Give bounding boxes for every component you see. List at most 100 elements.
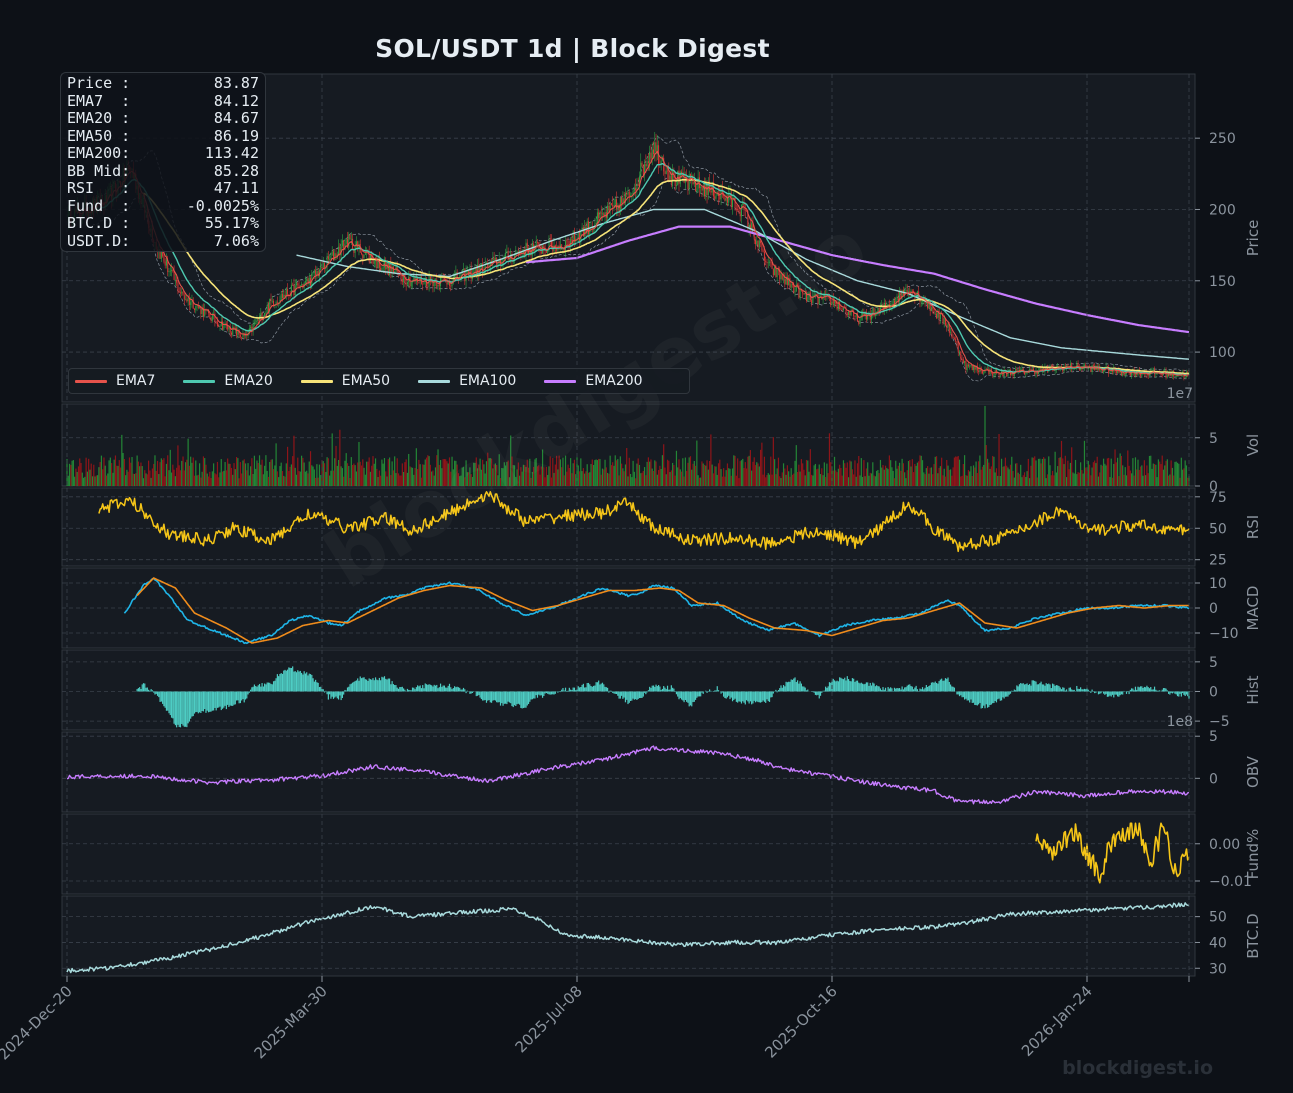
candle-body: [202, 308, 204, 317]
volume-bar: [512, 465, 514, 486]
candle-body: [827, 295, 829, 297]
histogram-bar: [289, 667, 291, 692]
volume-bar: [1182, 469, 1184, 486]
volume-bar: [399, 475, 401, 486]
candle-body: [653, 149, 654, 155]
volume-bar: [887, 469, 889, 486]
candle-body: [674, 177, 676, 186]
histogram-bar: [510, 691, 512, 704]
histogram-bar: [1045, 683, 1047, 692]
volume-bar: [818, 464, 820, 486]
candle-body: [842, 307, 844, 311]
volume-bar: [506, 461, 508, 486]
candle-body: [484, 264, 486, 271]
volume-bar: [1072, 472, 1074, 486]
volume-bar: [470, 474, 472, 486]
volume-bar: [856, 463, 859, 486]
histogram-bar: [731, 691, 734, 702]
histogram-bar: [794, 677, 796, 692]
histogram-bar: [396, 687, 398, 692]
volume-bar: [734, 455, 736, 486]
candle-body: [260, 312, 262, 316]
candle-body: [1043, 367, 1045, 372]
candle-body: [873, 308, 875, 316]
candle-body: [187, 298, 189, 302]
candle-body: [862, 312, 864, 316]
candle-body: [552, 246, 554, 252]
candle-body: [214, 313, 216, 322]
volume-bar: [321, 460, 323, 486]
histogram-bar: [669, 689, 671, 692]
volume-bar: [1108, 457, 1110, 486]
volume-bar: [1000, 458, 1003, 486]
volume-bar: [802, 463, 804, 486]
candle-body: [781, 274, 783, 280]
candle-body: [769, 261, 771, 263]
candle-body: [1054, 369, 1056, 371]
volume-bar: [207, 476, 210, 486]
candle-body: [960, 351, 962, 359]
histogram-bar: [461, 689, 463, 692]
volume-bar: [656, 474, 658, 486]
histogram-bar: [716, 686, 718, 692]
candle-body: [567, 240, 569, 246]
volume-bars: [66, 405, 1190, 486]
histogram-bar: [768, 691, 771, 702]
volume-bar: [1062, 458, 1064, 486]
histogram-bar: [835, 681, 837, 692]
histogram-bar: [568, 687, 570, 692]
candle-body: [566, 240, 568, 242]
histogram-bar: [664, 687, 666, 692]
volume-bar: [388, 457, 391, 486]
volume-bar: [559, 459, 562, 486]
volume-bar: [184, 462, 187, 486]
volume-bar: [1023, 472, 1026, 486]
histogram-bar: [1127, 690, 1129, 692]
volume-bar: [1076, 474, 1078, 486]
candle-body: [293, 284, 295, 296]
candle-body: [215, 321, 217, 323]
volume-bar: [951, 475, 953, 486]
histogram-bar: [724, 691, 726, 699]
legend-item-ema100: EMA100: [418, 373, 516, 389]
candle-body: [1066, 365, 1068, 368]
volume-bar: [433, 475, 435, 486]
histogram-bar: [1179, 691, 1181, 694]
candle-body: [974, 365, 976, 370]
histogram-bar: [737, 691, 739, 703]
volume-bar: [603, 469, 605, 486]
candle-body: [867, 314, 869, 320]
volume-bar: [520, 467, 522, 486]
candle-body: [914, 292, 916, 299]
candle-body: [468, 271, 470, 275]
candle-body: [872, 308, 874, 315]
candle-body: [928, 300, 930, 309]
candle-body: [223, 326, 225, 330]
histogram-bar: [492, 691, 494, 701]
histogram-bar: [1147, 687, 1149, 692]
tick-label: 0: [1209, 601, 1218, 617]
volume-bar: [868, 475, 870, 486]
histogram-bar: [979, 691, 981, 703]
histogram-bar: [683, 691, 685, 703]
candle-body: [361, 252, 363, 255]
histogram-bar: [325, 690, 327, 692]
candle-body: [369, 254, 371, 262]
histogram-bar: [765, 691, 767, 703]
histogram-bar: [995, 691, 998, 703]
volume-bar: [1060, 440, 1063, 486]
histogram-bar: [913, 689, 915, 692]
candle-body: [851, 309, 853, 311]
histogram-bar: [753, 691, 755, 701]
candle-body: [598, 212, 600, 219]
volume-bar: [1142, 475, 1144, 486]
info-row: BB Mid: 85.28: [67, 161, 259, 180]
candle-body: [257, 319, 259, 321]
histogram-bar: [199, 691, 201, 713]
candle-body: [446, 279, 448, 285]
volume-bar: [760, 449, 762, 486]
volume-bar: [243, 459, 245, 486]
histogram-bar: [930, 682, 933, 692]
histogram-bar: [210, 691, 212, 712]
histogram-bar: [383, 676, 386, 692]
